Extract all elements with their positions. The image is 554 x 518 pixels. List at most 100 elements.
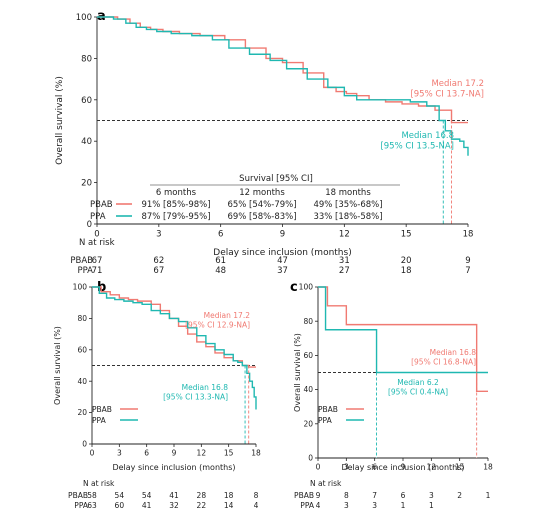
median-label-ppa: Median 6.2 (397, 378, 439, 387)
survival-table-row-name: PPA (90, 212, 106, 222)
at-risk-count: 3 (344, 501, 349, 510)
at-risk-count: 8 (344, 491, 349, 500)
at-risk-row-name: PBAB (294, 491, 314, 500)
at-risk-count: 67 (92, 256, 103, 266)
survival-table-cell: 91% [85%-98%] (141, 200, 210, 210)
median-label-pbab: Median 16.8 (430, 348, 477, 357)
panel-c-letter: c (290, 280, 298, 295)
at-risk-row-name: PPA (300, 501, 315, 510)
x-tick-label: 9 (280, 230, 285, 240)
at-risk-count: 6 (401, 491, 406, 500)
y-tick-label: 40 (303, 385, 313, 394)
at-risk-title: N at risk (310, 479, 342, 488)
at-risk-count: 4 (316, 501, 321, 510)
y-tick-label: 60 (303, 351, 313, 360)
at-risk-count: 22 (197, 501, 207, 510)
at-risk-count: 32 (169, 501, 179, 510)
at-risk-count: 20 (401, 256, 412, 266)
legend-label-pbab: PBAB (92, 405, 112, 414)
x-axis-label: Delay since inclusion (months) (341, 463, 464, 472)
y-tick-label: 100 (73, 283, 88, 292)
y-tick-label: 40 (77, 377, 87, 386)
median-ci-ppa: [95% CI 13.3-NA] (163, 393, 228, 402)
x-tick-label: 6 (372, 463, 377, 472)
survival-table-column-header: 6 months (156, 188, 197, 198)
y-axis-label: Overall survival (%) (53, 326, 62, 405)
x-tick-label: 12 (339, 230, 350, 240)
median-ci-ppa: [95% CI 0.4-NA] (388, 388, 448, 397)
x-tick-label: 6 (144, 449, 149, 458)
at-risk-count: 31 (339, 256, 350, 266)
x-tick-label: 15 (455, 463, 465, 472)
y-tick-label: 20 (303, 419, 313, 428)
y-tick-label: 0 (308, 454, 313, 463)
at-risk-count: 18 (224, 491, 234, 500)
median-label-ppa: Median 16.8 (182, 383, 229, 392)
panel-b: 0 20 40 60 80 100 0 3 6 9 12 15 18 Delay since inclus… (53, 283, 261, 510)
at-risk-count: 4 (254, 501, 259, 510)
y-tick-label: 20 (77, 408, 87, 417)
median-ci-ppa: [95% CI 13.5-NA] (380, 142, 454, 152)
at-risk-count: 63 (87, 501, 97, 510)
survival-table-cell: 33% [18%-58%] (313, 212, 382, 222)
at-risk-row-name: PBAB (68, 491, 88, 500)
at-risk-count: 3 (429, 491, 434, 500)
x-tick-label: 9 (401, 463, 406, 472)
x-tick-label: 3 (344, 463, 349, 472)
panel-a: 0 20 40 60 80 100 0 3 6 9 12 15 18 Delay since inclus… (55, 13, 484, 276)
median-ci-pbab: [95% CI 12.9-NA] (185, 321, 250, 330)
x-tick-label: 18 (483, 463, 493, 472)
survival-curve-ppa (92, 286, 257, 410)
x-tick-label: 3 (117, 449, 122, 458)
at-risk-count: 9 (316, 491, 321, 500)
at-risk-count: 18 (401, 266, 412, 276)
y-axis-label: Overall survival (%) (55, 76, 65, 165)
at-risk-count: 8 (254, 491, 259, 500)
survival-table-cell: 49% [35%-68%] (313, 200, 382, 210)
median-ci-pbab: [95% CI 16.8-NA] (411, 358, 476, 367)
x-tick-label: 12 (427, 463, 437, 472)
at-risk-count: 41 (169, 491, 179, 500)
at-risk-row-name: PPA (74, 501, 89, 510)
legend-label-ppa: PPA (92, 416, 107, 425)
y-tick-label: 60 (77, 345, 87, 354)
survival-table-title: Survival [95% CI] (239, 174, 313, 184)
y-tick-label: 80 (303, 317, 313, 326)
at-risk-count: 37 (277, 266, 288, 276)
at-risk-count: 60 (115, 501, 125, 510)
y-tick-label: 0 (87, 220, 92, 230)
survival-curve-pbab (97, 16, 468, 124)
x-axis-label: Delay since inclusion (months) (112, 463, 235, 472)
at-risk-count: 27 (339, 266, 350, 276)
median-label-pbab: Median 17.2 (204, 311, 251, 320)
x-tick-label: 9 (172, 449, 177, 458)
at-risk-count: 71 (92, 266, 103, 276)
at-risk-row-name: PPA (77, 266, 93, 276)
survival-curve-pbab (318, 286, 488, 393)
x-axis-label: Delay since inclusion (months) (213, 248, 351, 258)
at-risk-count: 62 (153, 256, 164, 266)
at-risk-count: 54 (142, 491, 152, 500)
x-tick-label: 15 (224, 449, 234, 458)
survival-table-row-name: PBAB (90, 200, 113, 210)
y-tick-label: 20 (81, 179, 92, 189)
at-risk-count: 61 (215, 256, 226, 266)
median-ci-pbab: [95% CI 13.7-NA] (410, 90, 484, 100)
at-risk-count: 67 (153, 266, 164, 276)
survival-table-column-header: 12 months (239, 188, 285, 198)
at-risk-row-name: PBAB (70, 256, 93, 266)
y-tick-label: 100 (299, 283, 314, 292)
at-risk-count: 14 (224, 501, 234, 510)
x-tick-label: 0 (316, 463, 321, 472)
y-tick-label: 80 (77, 314, 87, 323)
at-risk-count: 41 (142, 501, 152, 510)
y-tick-label: 100 (76, 13, 92, 23)
survival-table-cell: 65% [54%-79%] (227, 200, 296, 210)
x-tick-label: 0 (90, 449, 95, 458)
at-risk-count: 7 (465, 266, 470, 276)
legend-label-pbab: PBAB (318, 405, 338, 414)
at-risk-count: 1 (429, 501, 434, 510)
at-risk-count: 47 (277, 256, 288, 266)
